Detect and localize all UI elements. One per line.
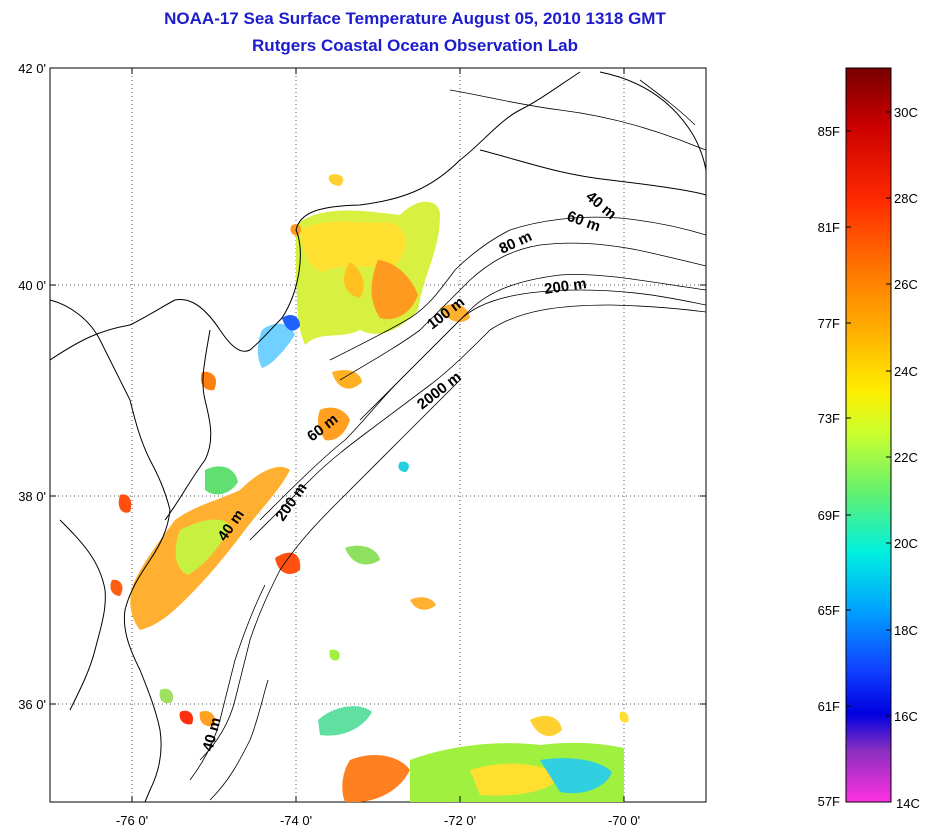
map-title: NOAA-17 Sea Surface Temperature August 0…	[164, 9, 666, 28]
fahrenheit-label: 69F	[818, 508, 840, 523]
latitude-labels: 42 0' 40 0' 38 0' 36 0'	[18, 61, 46, 712]
lon-label: -72 0'	[444, 813, 476, 828]
lon-label: -70 0'	[608, 813, 640, 828]
contour-label: 200 m	[543, 275, 587, 298]
celsius-label: 26C	[894, 277, 918, 292]
lat-label: 36 0'	[18, 697, 46, 712]
celsius-label: 28C	[894, 191, 918, 206]
bathymetry-contours	[189, 79, 706, 801]
celsius-label: 30C	[894, 105, 918, 120]
fahrenheit-label: 73F	[818, 411, 840, 426]
celsius-label: 24C	[894, 364, 918, 379]
lat-label: 40 0'	[18, 278, 46, 293]
map-frame	[49, 67, 707, 803]
fahrenheit-label: 65F	[818, 603, 840, 618]
celsius-label: 18C	[894, 623, 918, 638]
fahrenheit-label: 57F	[818, 794, 840, 809]
longitude-labels: -76 0' -74 0' -72 0' -70 0'	[116, 813, 640, 828]
colorbar-ticks	[846, 111, 891, 717]
celsius-label: 22C	[894, 450, 918, 465]
lat-label: 42 0'	[18, 61, 46, 76]
lat-label: 38 0'	[18, 489, 46, 504]
colorbar-celsius-labels: 30C 28C 26C 24C 22C 20C 18C 16C 14C	[894, 105, 920, 811]
fahrenheit-label: 81F	[818, 220, 840, 235]
celsius-label: 20C	[894, 536, 918, 551]
colorbar	[845, 67, 892, 803]
lon-label: -76 0'	[116, 813, 148, 828]
map-subtitle: Rutgers Coastal Ocean Observation Lab	[252, 36, 578, 55]
sst-data-patches	[110, 174, 629, 802]
celsius-label: 14C	[896, 796, 920, 811]
fahrenheit-label: 77F	[818, 316, 840, 331]
coastline	[50, 71, 706, 802]
celsius-label: 16C	[894, 709, 918, 724]
fahrenheit-label: 61F	[818, 699, 840, 714]
colorbar-fahrenheit-labels: 85F 81F 77F 73F 69F 65F 61F 57F	[818, 124, 840, 809]
fahrenheit-label: 85F	[818, 124, 840, 139]
axis-ticks	[50, 68, 706, 802]
lon-label: -74 0'	[280, 813, 312, 828]
